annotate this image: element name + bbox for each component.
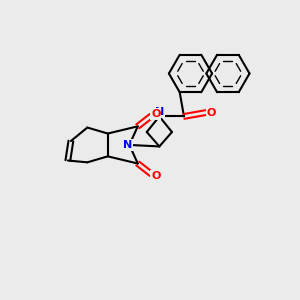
- Text: N: N: [123, 140, 133, 150]
- Text: O: O: [207, 107, 216, 118]
- Text: O: O: [151, 170, 160, 181]
- Text: N: N: [155, 107, 164, 117]
- Text: O: O: [151, 109, 160, 119]
